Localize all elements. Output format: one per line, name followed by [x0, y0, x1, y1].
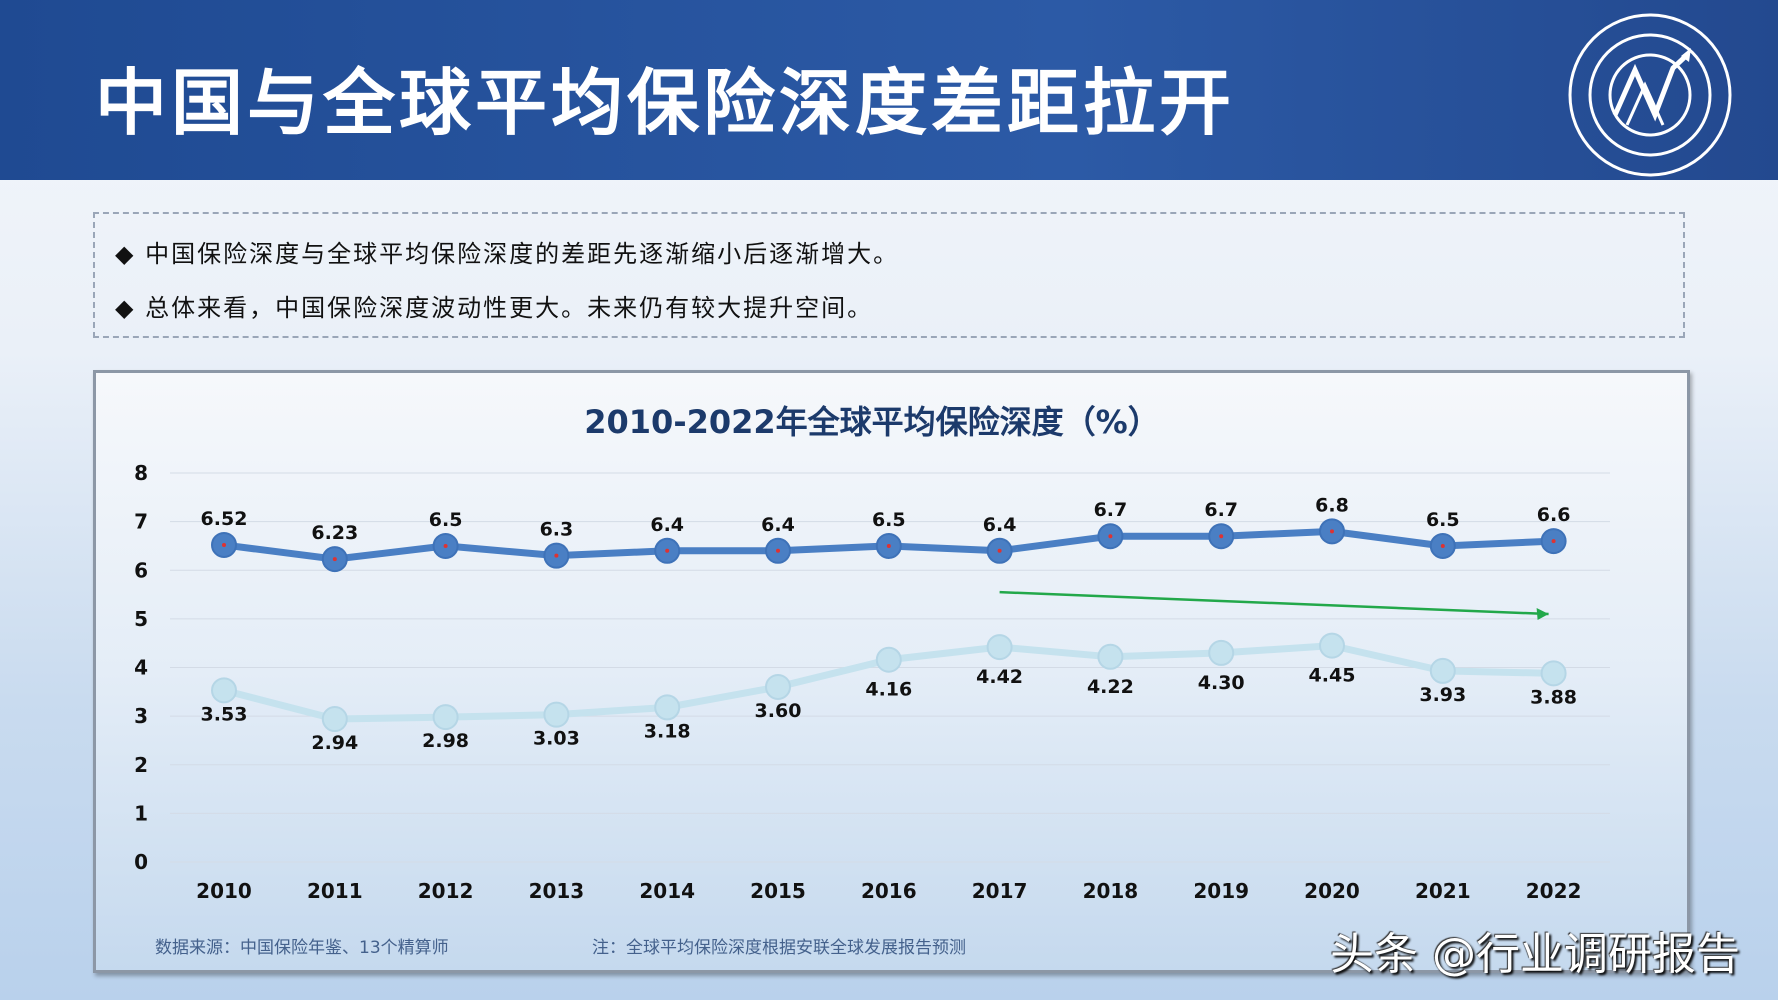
x-tick-label: 2018: [1083, 879, 1139, 903]
x-tick-label: 2021: [1415, 879, 1471, 903]
data-point: [1429, 657, 1456, 684]
data-label: 6.52: [201, 508, 248, 530]
research-center-logo: [1568, 13, 1732, 177]
data-label: 6.5: [429, 509, 463, 531]
data-label: 4.22: [1087, 676, 1134, 698]
data-point-center: [776, 548, 780, 553]
data-point: [1208, 639, 1235, 666]
data-point: [654, 694, 681, 721]
data-point: [1097, 643, 1124, 670]
data-point: [765, 673, 791, 700]
data-point: [1540, 660, 1567, 687]
data-label: 4.45: [1309, 665, 1356, 687]
data-point-center: [332, 557, 337, 562]
data-label: 6.5: [872, 509, 906, 531]
data-source: 数据来源：中国保险年鉴、13个精算师: [155, 938, 449, 958]
data-label: 6.4: [761, 514, 795, 536]
y-tick-label: 6: [134, 558, 148, 582]
data-point-center: [443, 543, 448, 548]
data-point-center: [222, 542, 226, 547]
x-tick-label: 2022: [1526, 879, 1582, 903]
y-tick-label: 4: [134, 656, 148, 680]
y-tick-label: 5: [134, 607, 148, 631]
data-label: 6.8: [1315, 494, 1349, 516]
data-point-center: [886, 543, 891, 548]
x-tick-label: 2019: [1193, 879, 1249, 903]
data-label: 3.88: [1530, 686, 1577, 708]
data-point-center: [1108, 534, 1113, 539]
x-tick-label: 2012: [418, 879, 474, 903]
header-band: 中国与全球平均保险深度差距拉开: [0, 0, 1778, 180]
data-label: 6.5: [1426, 509, 1460, 531]
data-label: 6.3: [540, 519, 574, 541]
data-label: 3.93: [1419, 684, 1466, 706]
data-point-center: [665, 548, 670, 553]
data-label: 4.16: [865, 679, 912, 701]
data-label: 3.53: [201, 703, 248, 725]
trend-arrow: [999, 590, 1549, 616]
data-label: 6.4: [983, 514, 1017, 536]
note-1: ◆ 中国保险深度与全球平均保险深度的差距先逐渐缩小后逐渐增大。: [115, 240, 900, 268]
data-point: [321, 706, 348, 733]
x-tick-label: 2013: [529, 879, 585, 903]
y-tick-label: 0: [134, 850, 148, 874]
data-label: 6.4: [650, 514, 684, 536]
y-tick-label: 3: [134, 704, 148, 728]
data-point: [1319, 632, 1345, 659]
note-2: ◆ 总体来看，中国保险深度波动性更大。未来仍有较大提升空间。: [115, 294, 874, 322]
chart-footnote: 注：全球平均保险深度根据安联全球发展报告预测: [592, 938, 966, 958]
data-point: [211, 677, 237, 704]
x-tick-label: 2010: [196, 879, 252, 903]
data-point: [875, 646, 902, 673]
arrow-head: [1536, 608, 1549, 621]
data-label: 4.42: [976, 666, 1023, 688]
data-label: 6.7: [1094, 499, 1128, 521]
data-label: 3.18: [644, 720, 691, 742]
data-label: 6.7: [1204, 499, 1238, 521]
y-tick-label: 8: [134, 461, 148, 485]
y-tick-label: 1: [134, 801, 148, 825]
x-tick-label: 2014: [639, 879, 695, 903]
x-tick-label: 2015: [750, 879, 806, 903]
watermark: 头条 @行业调研报告: [1330, 929, 1740, 980]
data-label: 2.94: [311, 732, 358, 754]
data-label: 4.30: [1198, 672, 1245, 694]
data-label: 3.03: [533, 728, 580, 750]
data-label: 6.6: [1537, 504, 1571, 526]
x-tick-label: 2017: [972, 879, 1028, 903]
data-point-center: [554, 553, 559, 558]
data-label: 2.98: [422, 730, 469, 752]
data-point: [543, 701, 570, 728]
data-point-center: [1440, 543, 1445, 548]
x-tick-label: 2011: [307, 879, 363, 903]
notes-box: ◆ 中国保险深度与全球平均保险深度的差距先逐渐缩小后逐渐增大。 ◆ 总体来看，中…: [93, 212, 1685, 338]
y-tick-label: 2: [134, 753, 148, 777]
data-point-center: [1551, 539, 1556, 544]
chart-title: 2010-2022年全球平均保险深度（%）: [584, 403, 1159, 441]
page-title: 中国与全球平均保险深度差距拉开: [95, 61, 1236, 145]
x-tick-label: 2016: [861, 879, 917, 903]
x-tick-label: 2020: [1304, 879, 1360, 903]
data-point: [986, 634, 1013, 661]
data-point-center: [1330, 529, 1334, 534]
data-label: 6.23: [311, 522, 358, 544]
data-point: [432, 704, 459, 731]
y-tick-label: 7: [134, 510, 148, 534]
data-label: 3.60: [755, 700, 802, 722]
data-point-center: [1219, 534, 1224, 539]
data-point-center: [997, 548, 1002, 553]
